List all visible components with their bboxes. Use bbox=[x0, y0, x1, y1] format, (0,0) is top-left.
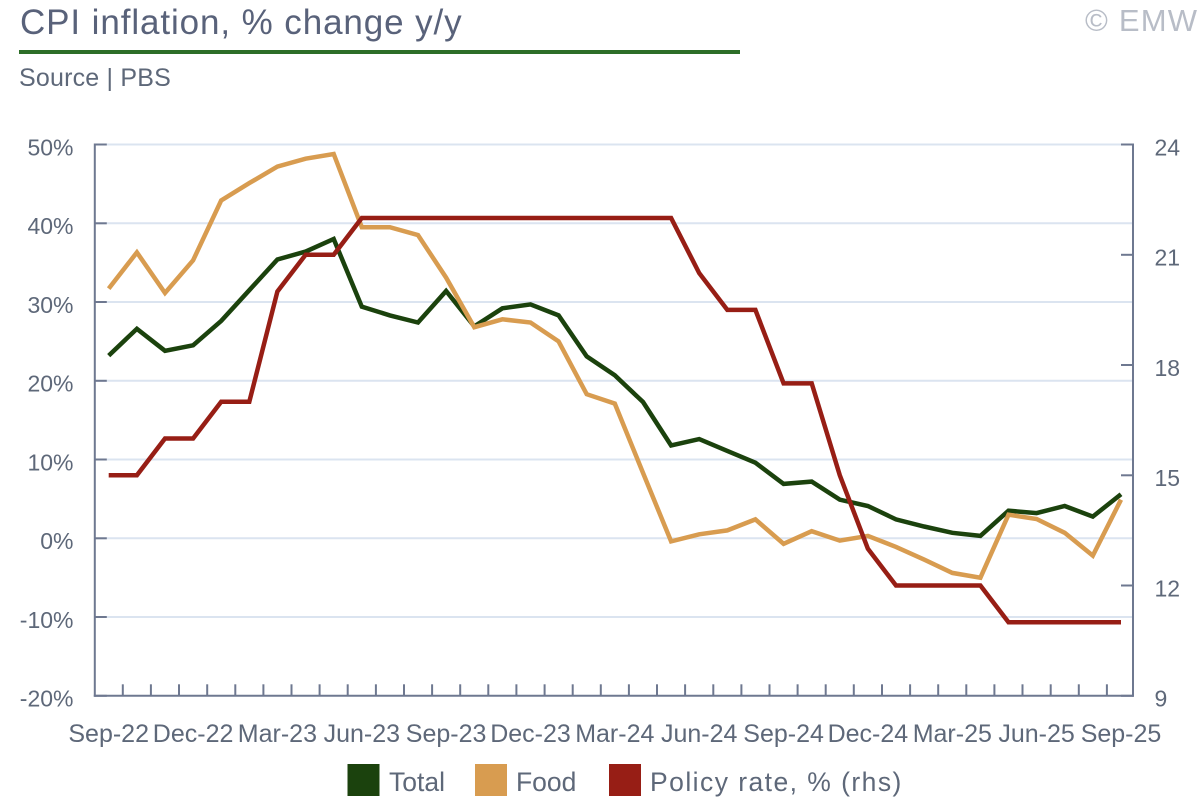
svg-text:10%: 10% bbox=[27, 449, 73, 475]
svg-text:50%: 50% bbox=[27, 134, 73, 160]
svg-text:Total: Total bbox=[389, 767, 445, 797]
svg-text:Mar-23: Mar-23 bbox=[238, 720, 317, 748]
svg-text:9: 9 bbox=[1155, 686, 1168, 712]
svg-text:-20%: -20% bbox=[20, 686, 74, 712]
svg-text:Sep-24: Sep-24 bbox=[743, 720, 824, 748]
svg-text:0%: 0% bbox=[40, 528, 73, 554]
svg-text:Sep-23: Sep-23 bbox=[406, 720, 487, 748]
svg-text:40%: 40% bbox=[27, 213, 73, 239]
svg-text:Food: Food bbox=[516, 767, 576, 797]
svg-text:-10%: -10% bbox=[20, 607, 74, 633]
svg-text:Jun-24: Jun-24 bbox=[661, 720, 738, 748]
svg-text:Policy rate, % (rhs): Policy rate, % (rhs) bbox=[650, 767, 903, 797]
svg-text:20%: 20% bbox=[27, 371, 73, 397]
svg-text:Dec-23: Dec-23 bbox=[490, 720, 571, 748]
svg-text:Jun-25: Jun-25 bbox=[998, 720, 1074, 748]
svg-text:Dec-24: Dec-24 bbox=[828, 720, 909, 748]
svg-text:24: 24 bbox=[1155, 134, 1181, 160]
svg-text:Mar-25: Mar-25 bbox=[913, 720, 992, 748]
svg-text:30%: 30% bbox=[27, 292, 73, 318]
svg-text:18: 18 bbox=[1155, 355, 1181, 381]
svg-text:Jun-23: Jun-23 bbox=[324, 720, 400, 748]
svg-text:21: 21 bbox=[1155, 245, 1181, 271]
svg-text:15: 15 bbox=[1155, 465, 1181, 491]
svg-text:Sep-22: Sep-22 bbox=[68, 720, 149, 748]
svg-text:12: 12 bbox=[1155, 575, 1181, 601]
svg-text:Mar-24: Mar-24 bbox=[575, 720, 654, 748]
svg-text:Dec-22: Dec-22 bbox=[153, 720, 234, 748]
svg-text:Sep-25: Sep-25 bbox=[1081, 720, 1162, 748]
